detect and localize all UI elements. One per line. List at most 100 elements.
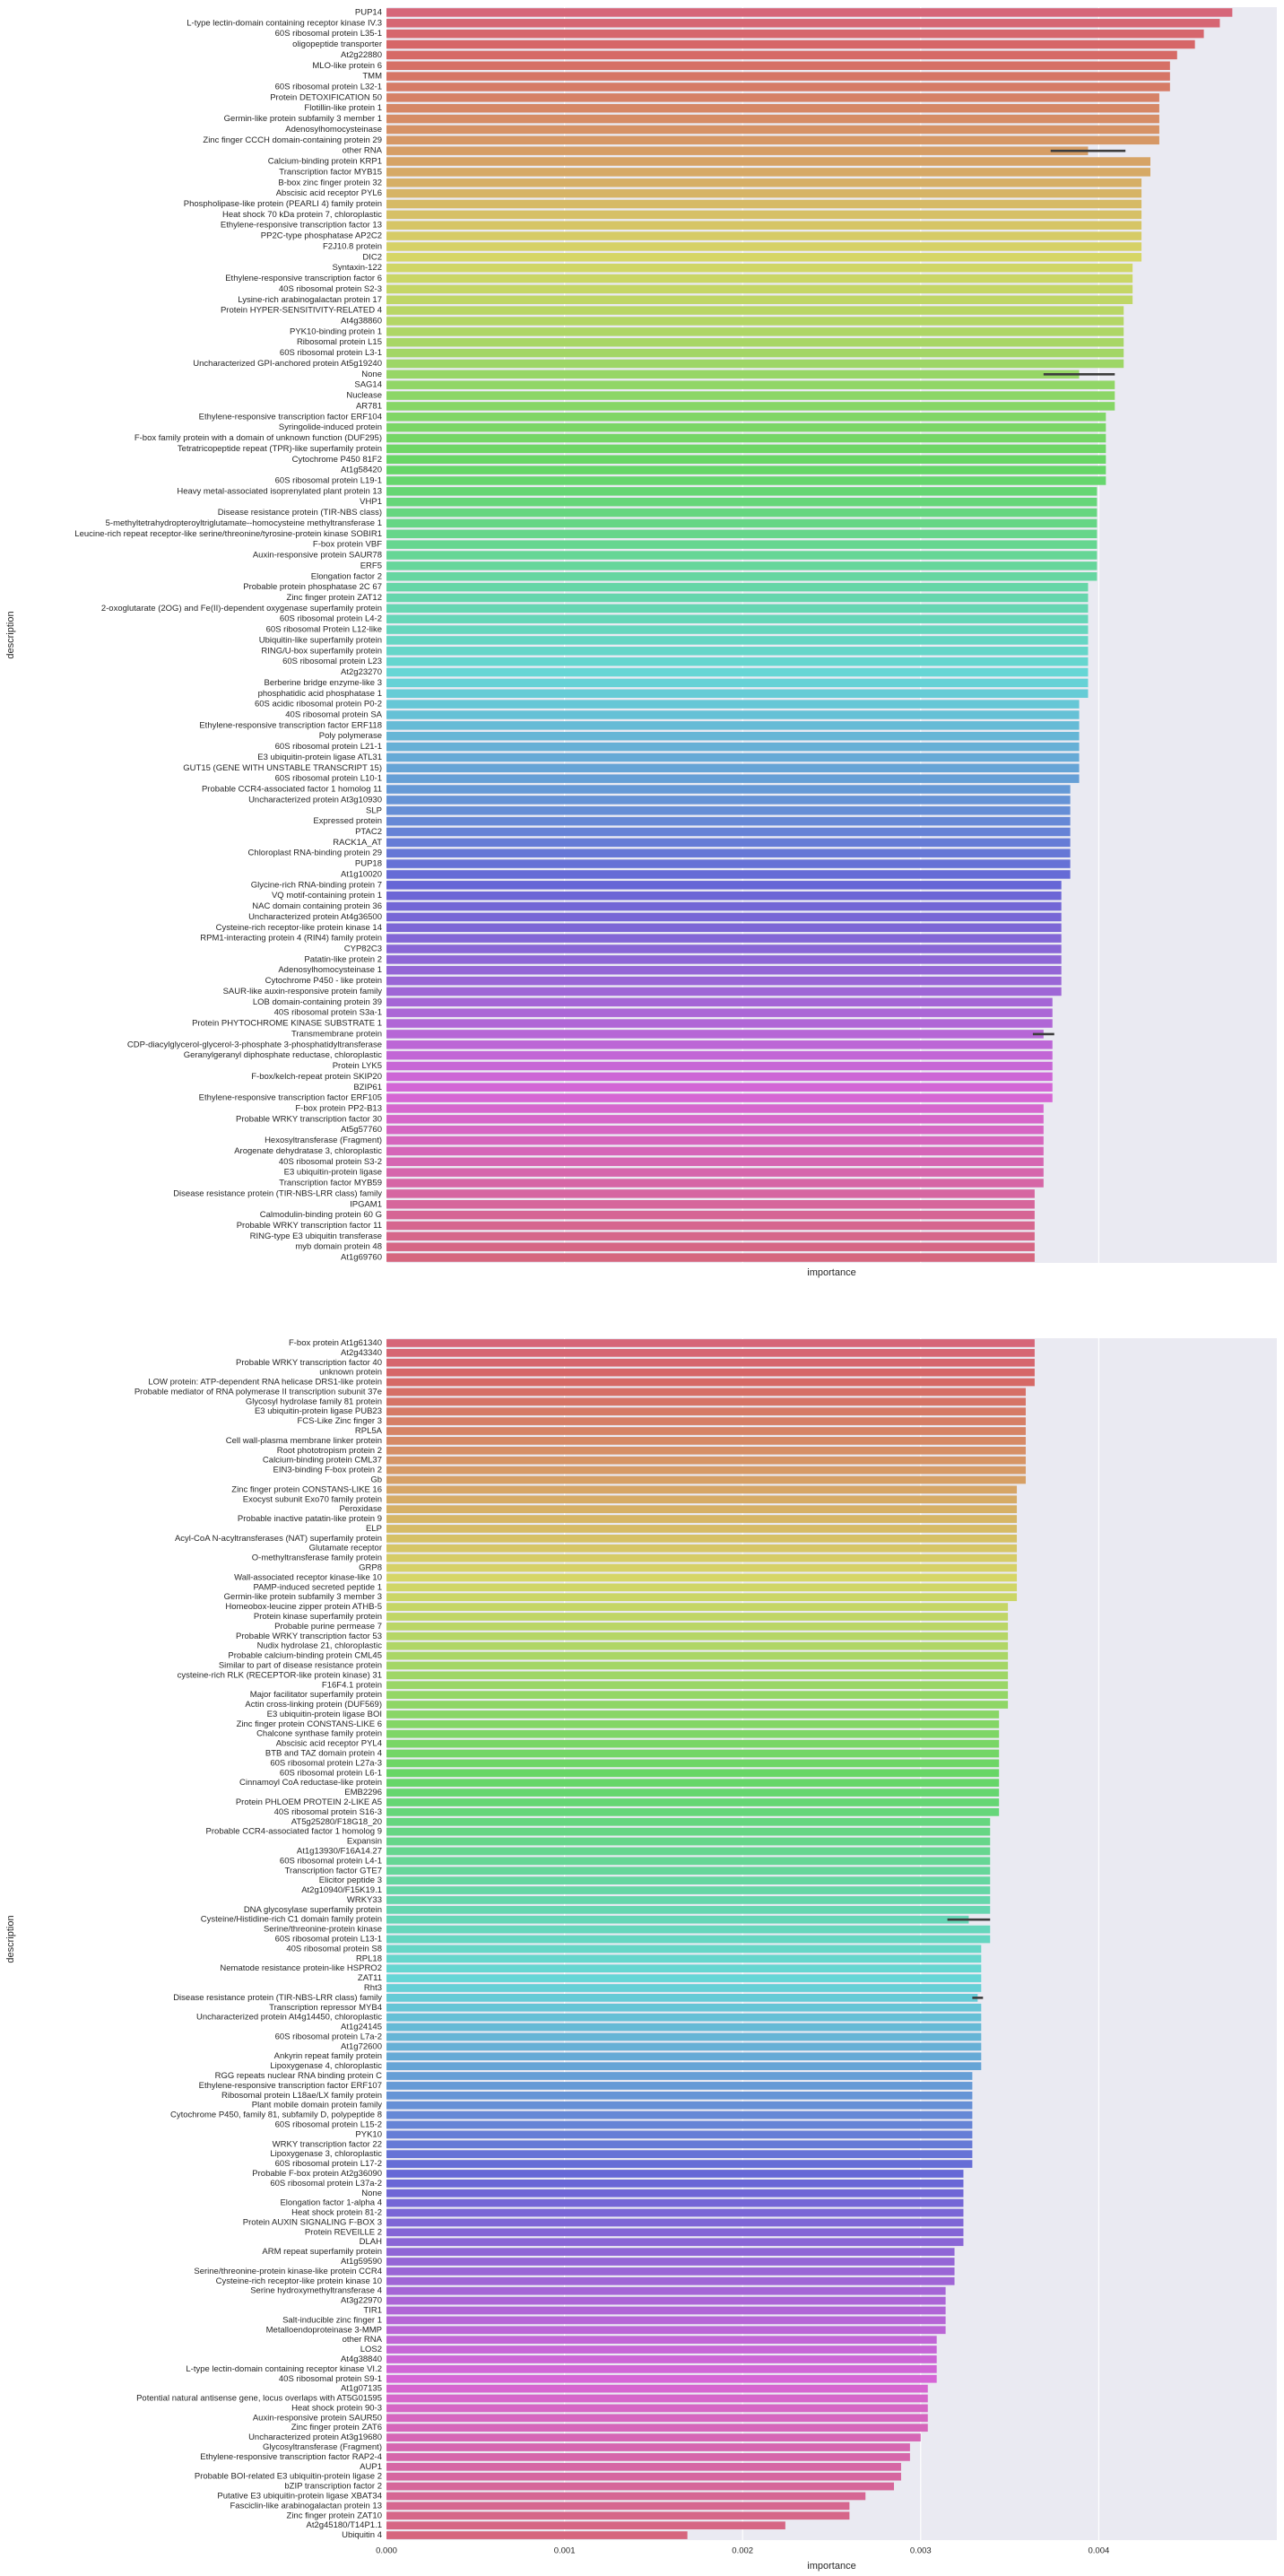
y-tick-label: Fasciclin-like arabinogalactan protein 1…	[230, 2501, 382, 2511]
bar	[386, 901, 1062, 911]
y-tick-label: LOB domain-containing protein 39	[253, 997, 382, 1007]
bar	[386, 2023, 982, 2032]
bar	[386, 816, 1071, 826]
y-tick-label: Arogenate dehydratase 3, chloroplastic	[234, 1146, 382, 1156]
y-tick-label: Nudix hydrolase 21, chloroplastic	[257, 1641, 383, 1651]
bar	[386, 2472, 901, 2481]
y-tick-label: O-methyltransferase family protein	[252, 1553, 382, 1563]
y-tick-label: Ethylene-responsive transcription factor…	[225, 274, 382, 283]
y-tick-label: MLO-like protein 6	[312, 61, 382, 71]
y-tick-label: Tetratricopeptide repeat (TPR)-like supe…	[178, 444, 382, 454]
y-tick-label: Syringolide-induced protein	[279, 422, 382, 432]
bar	[386, 1651, 1009, 1660]
y-tick-label: Homeobox-leucine zipper protein ATHB-5	[225, 1602, 382, 1612]
bar	[386, 1710, 1000, 1719]
y-tick-label: Nuclease	[346, 391, 382, 401]
y-tick-label: BZIP61	[353, 1083, 382, 1092]
y-tick-label: Putative E3 ubiquitin-protein ligase XBA…	[217, 2491, 382, 2501]
y-tick-label: 5-methyltetrahydropteroyltriglutamate--h…	[106, 518, 382, 528]
bar	[386, 1348, 1035, 1357]
y-tick-label: Cysteine-rich receptor-like protein kina…	[216, 923, 382, 933]
y-tick-label: PAMP-induced secreted peptide 1	[254, 1582, 382, 1592]
bar	[386, 487, 1097, 496]
bar	[386, 1189, 1035, 1198]
y-tick-label: Zinc finger protein CONSTANS-LIKE 6	[237, 1719, 382, 1729]
y-tick-label: Zinc finger protein ZAT6	[291, 2423, 382, 2432]
bar	[386, 242, 1142, 251]
bar	[386, 466, 1106, 474]
bar	[386, 114, 1159, 124]
bar	[386, 1896, 991, 1904]
y-tick-label: LOW protein: ATP-dependent RNA helicase …	[148, 1378, 382, 1388]
y-tick-label: Wall-associated receptor kinase-like 10	[234, 1572, 382, 1582]
y-tick-label: Actin cross-linking protein (DUF569)	[245, 1700, 382, 1710]
bar	[386, 1407, 1026, 1416]
bar	[386, 1040, 1053, 1049]
bar	[386, 1769, 1000, 1778]
bar	[386, 497, 1097, 507]
bar	[386, 647, 1089, 656]
bar	[386, 2384, 928, 2393]
bar	[386, 2160, 973, 2168]
bar	[386, 188, 1142, 198]
y-tick-label: E3 ubiquitin-protein ligase ATL31	[257, 753, 382, 762]
y-tick-label: None	[361, 2189, 382, 2198]
y-tick-label: Similar to part of disease resistance pr…	[219, 1660, 382, 1670]
y-tick-label: Calmodulin-binding protein 60 G	[260, 1210, 382, 1220]
y-tick-label: bZIP transcription factor 2	[284, 2482, 382, 2492]
y-tick-label: Ethylene-responsive transcription factor…	[199, 2081, 382, 2091]
y-tick-label: Ethylene-responsive transcription factor…	[199, 720, 382, 730]
bar	[386, 1231, 1035, 1241]
y-tick-label: F16F4.1 protein	[322, 1680, 382, 1690]
y-tick-label: At4g38840	[341, 2354, 382, 2364]
bar	[386, 83, 1170, 91]
bar	[386, 1157, 1044, 1167]
y-tick-label: Uncharacterized protein At4g14450, chlor…	[196, 2013, 382, 2023]
y-axis-label: description	[5, 611, 16, 658]
bar	[386, 433, 1106, 443]
bar	[386, 1083, 1053, 1092]
bar	[386, 2091, 973, 2100]
bar	[386, 1397, 1026, 1406]
bar	[386, 614, 1089, 623]
y-tick-label: PYK10-binding protein 1	[290, 326, 382, 336]
bar	[386, 1534, 1018, 1543]
y-tick-label: Heat shock protein 90-3	[291, 2403, 382, 2413]
y-tick-label: Berberine bridge enzyme-like 3	[265, 678, 382, 688]
bar	[386, 785, 1071, 794]
bar	[386, 2433, 921, 2441]
bar	[386, 1759, 1000, 1768]
bar	[386, 1623, 1009, 1631]
bar	[386, 1008, 1053, 1017]
y-tick-label: 40S ribosomal protein S3-2	[279, 1157, 382, 1167]
bar	[386, 2013, 982, 2022]
y-tick-label: Probable protein phosphatase 2C 67	[243, 582, 382, 592]
y-tick-label: Chalcone synthase family protein	[256, 1729, 382, 1739]
y-tick-label: Hexosyltransferase (Fragment)	[265, 1136, 382, 1145]
y-tick-label: Probable purine permease 7	[274, 1622, 382, 1632]
x-tick-label: 0.000	[376, 2546, 397, 2556]
y-tick-label: 60S ribosomal protein L17-2	[275, 2159, 382, 2169]
y-tick-label: 60S ribosomal protein L3-1	[280, 348, 382, 358]
bar	[386, 1935, 991, 1944]
bar	[386, 1200, 1035, 1209]
bar	[386, 1641, 1009, 1650]
bar	[386, 1136, 1044, 1145]
bar	[386, 380, 1115, 389]
y-tick-label: Protein kinase superfamily protein	[254, 1612, 382, 1622]
y-tick-label: Protein LYK5	[333, 1061, 382, 1071]
y-tick-label: Probable BOI-related E3 ubiquitin-protei…	[195, 2472, 382, 2482]
bar	[386, 2082, 973, 2090]
bar	[386, 1857, 991, 1866]
bar	[386, 1475, 1026, 1484]
bar	[386, 2296, 946, 2305]
bar	[386, 870, 1071, 879]
bar	[386, 348, 1124, 358]
y-tick-label: IPGAM1	[350, 1199, 382, 1209]
y-tick-label: Zinc finger protein ZAT10	[287, 2511, 382, 2520]
bar	[386, 455, 1106, 464]
bar	[386, 1210, 1035, 1220]
y-tick-label: Protein DETOXIFICATION 50	[270, 92, 382, 102]
y-tick-label: LOS2	[360, 2345, 382, 2354]
bar	[386, 221, 1142, 230]
